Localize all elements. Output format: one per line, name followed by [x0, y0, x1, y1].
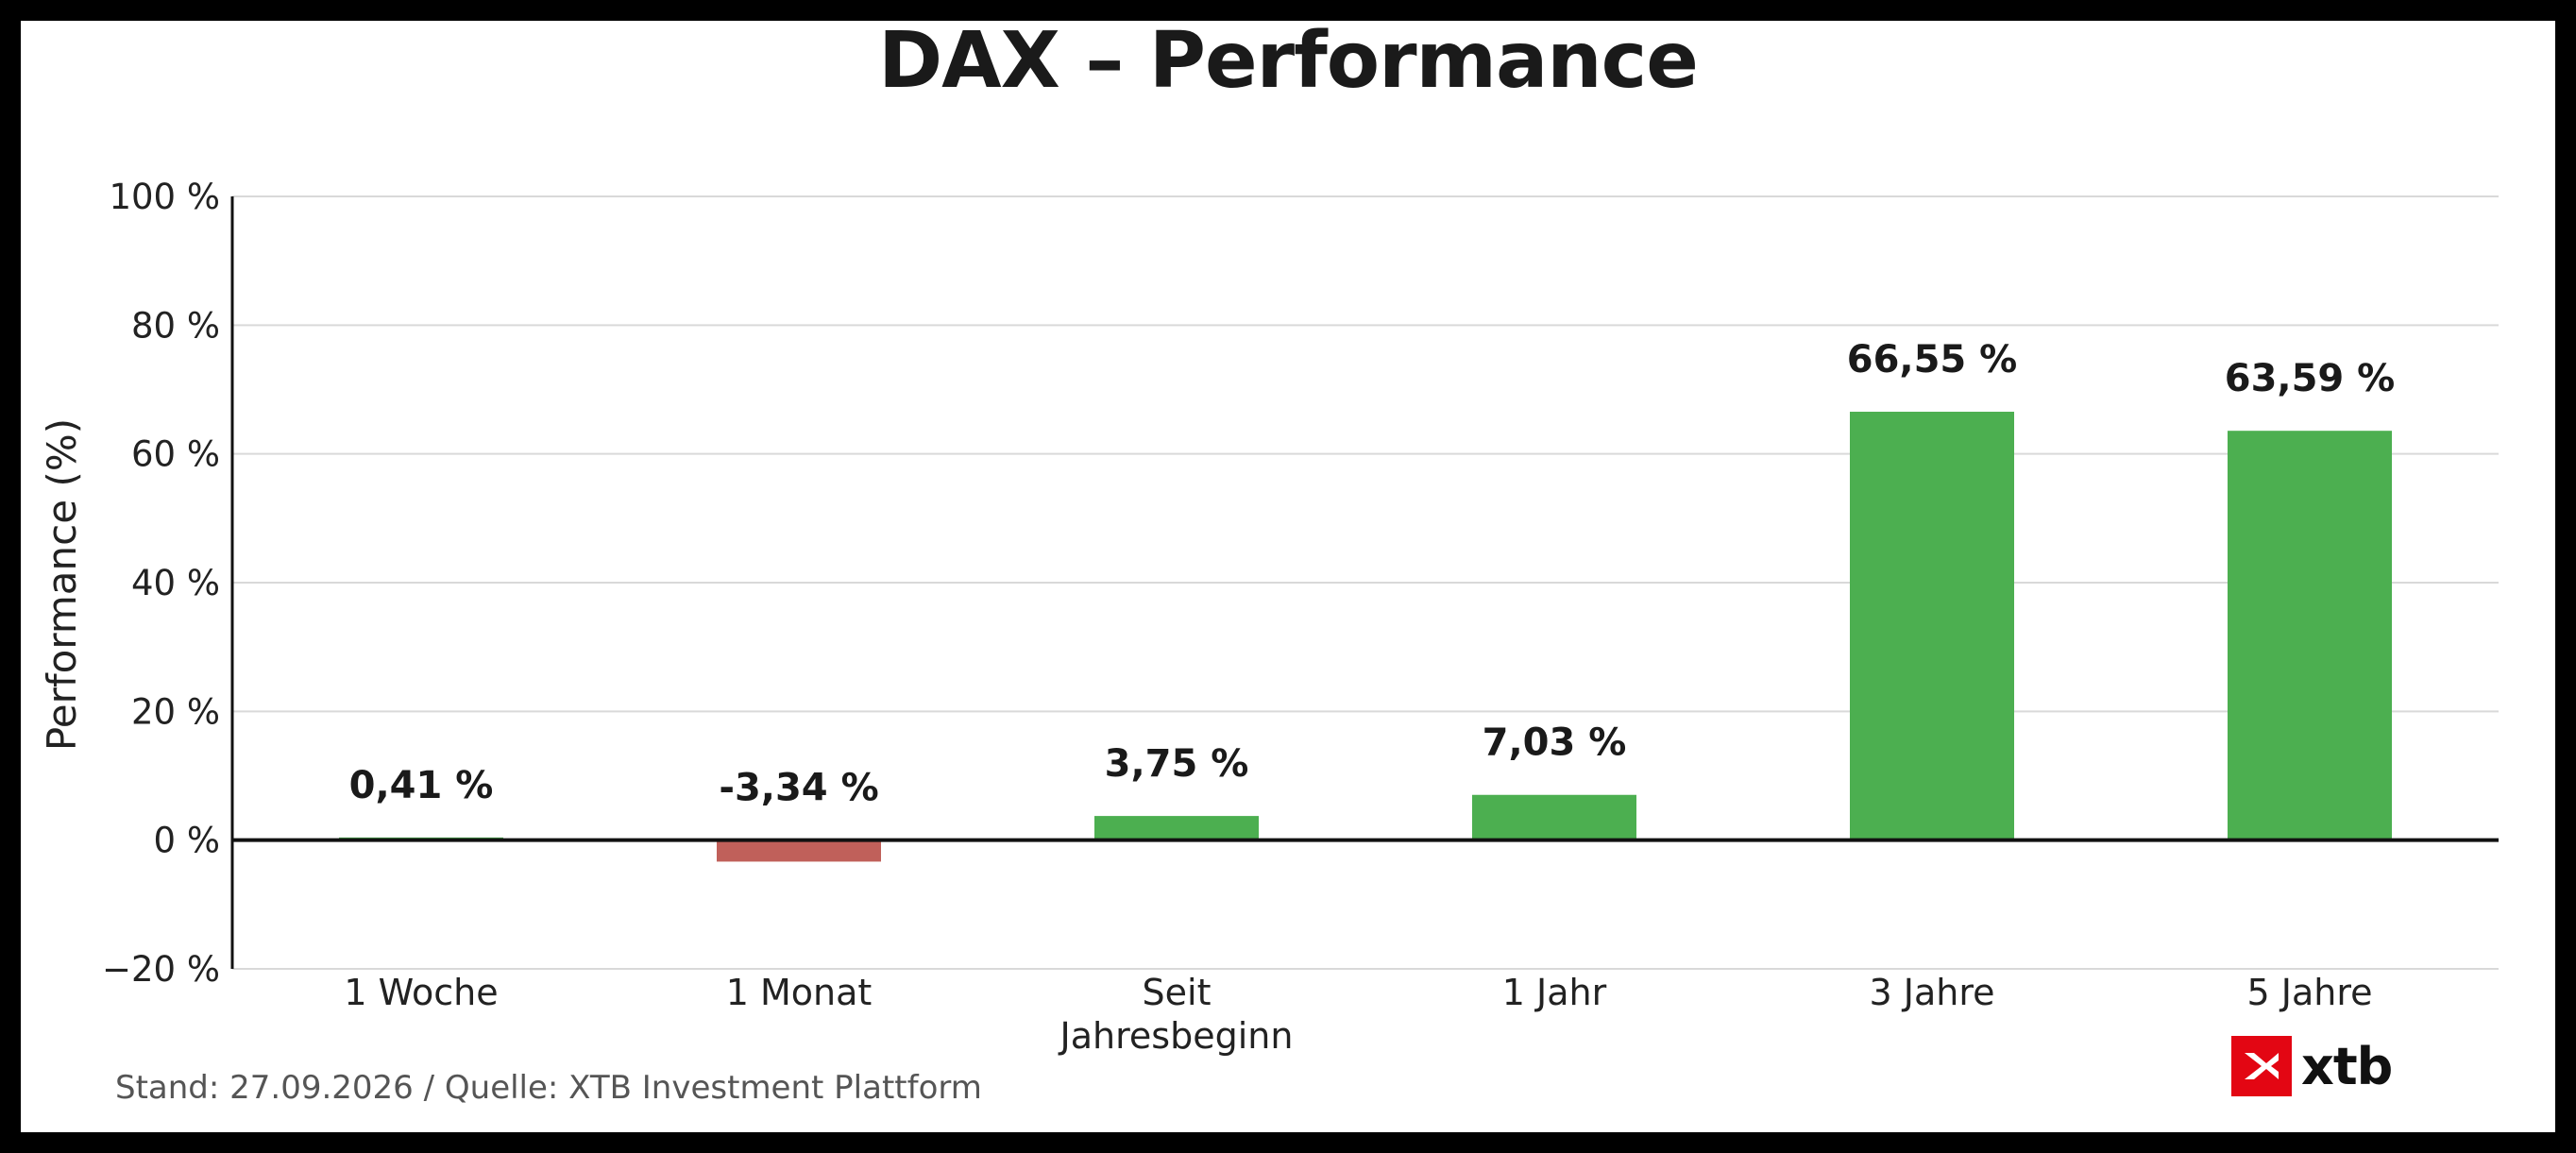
x-tick-label: 3 Jahre: [1870, 972, 1995, 1013]
x-tick-label: 1 Jahr: [1502, 972, 1607, 1013]
data-label: 7,03 %: [1483, 721, 1627, 765]
y-tick-label: 100 %: [109, 177, 220, 217]
data-label: 66,55 %: [1847, 338, 2018, 382]
data-label: -3,34 %: [719, 767, 878, 810]
xtb-logo-icon: [2231, 1036, 2292, 1096]
x-tick-label: 5 Jahre: [2247, 972, 2373, 1013]
data-label: 3,75 %: [1105, 742, 1249, 786]
bar: [1472, 794, 1636, 840]
y-tick-label: 80 %: [131, 305, 220, 346]
x-tick-label: Seit: [1143, 972, 1212, 1013]
y-tick-label: −20 %: [102, 949, 220, 990]
y-axis-title: Performance (%): [39, 418, 85, 751]
bar: [717, 839, 881, 862]
data-label: 0,41 %: [349, 764, 494, 807]
x-tick-label: 1 Woche: [344, 972, 498, 1013]
source-note: Stand: 27.09.2026 / Quelle: XTB Investme…: [115, 1069, 982, 1107]
xtb-logo-text: xtb: [2301, 1036, 2393, 1096]
bar: [2228, 431, 2392, 840]
bar: [1094, 816, 1259, 840]
y-tick-label: 20 %: [131, 691, 220, 732]
y-tick-label: 60 %: [131, 434, 220, 475]
x-tick-label: Jahresbeginn: [1059, 1015, 1294, 1057]
bar: [1850, 412, 2014, 840]
data-label: 63,59 %: [2225, 357, 2396, 400]
chart-frame: [21, 21, 2555, 1132]
xtb-logo: xtb: [2231, 1036, 2393, 1096]
chart-title: DAX – Performance: [878, 16, 1699, 106]
y-tick-label: 0 %: [154, 821, 220, 861]
x-tick-label: 1 Monat: [726, 972, 873, 1013]
y-tick-label: 40 %: [131, 563, 220, 603]
